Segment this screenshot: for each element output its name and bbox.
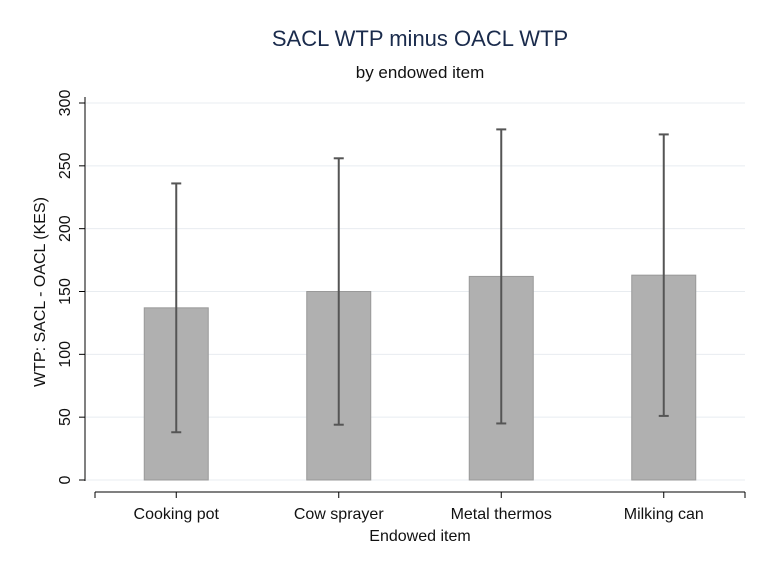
y-tick-label: 0 [57, 475, 74, 484]
x-tick-label: Milking can [624, 506, 704, 523]
y-axis-title: WTP: SACL - OACL (KES) [32, 197, 49, 387]
y-tick-label: 50 [57, 408, 74, 426]
y-tick-label: 200 [57, 215, 74, 242]
y-tick-label: 250 [57, 152, 74, 179]
y-tick-label: 150 [57, 278, 74, 305]
error-bar [333, 157, 344, 426]
x-tick-label: Cow sprayer [294, 506, 384, 523]
error-bar [171, 182, 182, 434]
error-bar [658, 133, 669, 417]
x-tick-label: Cooking pot [134, 506, 220, 523]
error-bar [496, 128, 507, 425]
x-axis-title: Endowed item [369, 528, 470, 545]
chart-subtitle: by endowed item [356, 63, 485, 82]
chart-title: SACL WTP minus OACL WTP [272, 26, 568, 51]
x-tick-label: Metal thermos [451, 506, 552, 523]
y-tick-label: 100 [57, 341, 74, 368]
y-tick-label: 300 [57, 90, 74, 117]
